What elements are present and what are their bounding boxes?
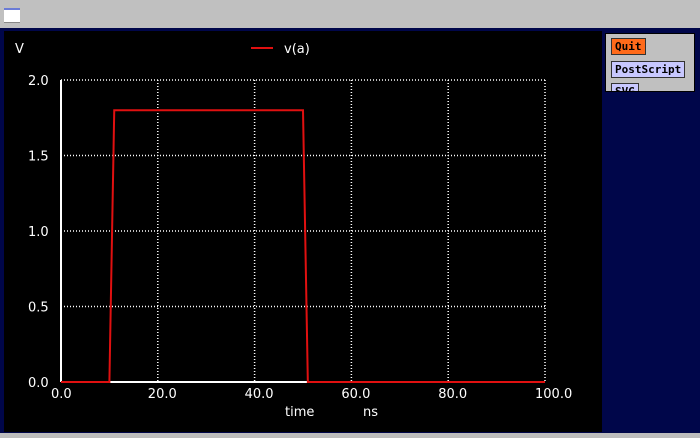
- trace-v(a): [61, 109, 545, 383]
- quit-button[interactable]: Quit: [611, 38, 646, 55]
- chart: 0.0 20.0 40.0 60.0 80.0 100.00.00.51.01.52.0 …: [15, 42, 572, 420]
- x-tick-label: 80.0: [438, 387, 467, 402]
- y-axis-label: V: [15, 42, 24, 57]
- title-bar: [0, 0, 700, 29]
- x-axis-unit: ns: [363, 405, 378, 420]
- y-tick-label: 1.5: [28, 150, 49, 165]
- x-tick-label: 0.0: [51, 387, 72, 402]
- x-tick-label: 20.0: [148, 387, 177, 402]
- bottom-border: [0, 433, 700, 438]
- grid: [61, 79, 546, 382]
- legend-label: v(a): [284, 42, 310, 57]
- y-tick-label: 0.0: [28, 376, 49, 391]
- y-tick-label: 1.0: [28, 225, 49, 240]
- svg-button[interactable]: SVG: [611, 83, 639, 91]
- x-tick-label: 40.0: [245, 387, 274, 402]
- tick-labels: 0.0 20.0 40.0 60.0 80.0 100.0 0.0 0.5 1.0 1.5 2.0: [28, 74, 572, 402]
- y-tick-label: 0.5: [28, 301, 49, 316]
- x-tick-label: 100.0: [535, 387, 572, 402]
- button-panel: Quit PostScript SVG: [605, 33, 695, 92]
- y-tick-label: 2.0: [28, 74, 49, 89]
- plot-area: 0.0 20.0 40.0 60.0 80.0 100.0 0.0 0.5 1.0 1.5 2.0 …: [4, 31, 602, 432]
- x-axis-label: time: [285, 405, 314, 420]
- window-icon[interactable]: [4, 8, 20, 23]
- x-tick-label: 60.0: [341, 387, 370, 402]
- postscript-button[interactable]: PostScript: [611, 61, 686, 78]
